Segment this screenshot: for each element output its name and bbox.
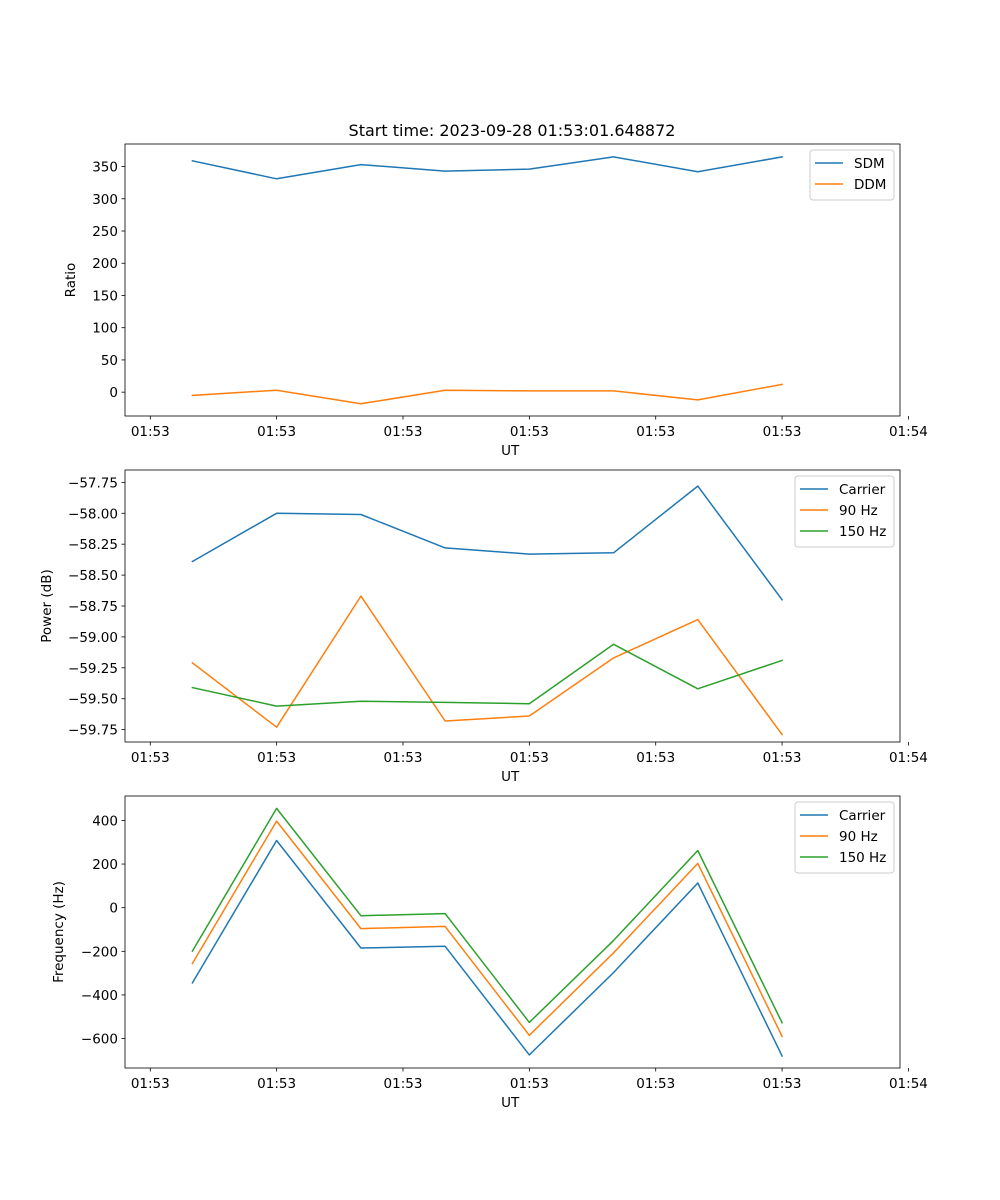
chart-0-series-sdm-line (191, 156, 783, 180)
chart-2-y-axis-label: Frequency (Hz) (51, 881, 67, 983)
chart-0-legend-label-0: SDM (854, 156, 885, 172)
figure-title: Start time: 2023-09-28 01:53:01.648872 (349, 121, 676, 140)
chart-1-y-tick-label-7: −59.50 (68, 692, 118, 708)
chart-0-x-tick-label-3: 01:53 (510, 424, 549, 440)
chart-1-x-tick-label-4: 01:53 (636, 750, 675, 766)
chart-1-x-tick-label-0: 01:53 (131, 750, 170, 766)
chart-2-y-tick-label-4: 200 (92, 857, 118, 873)
chart-1-axes-frame (124, 469, 901, 743)
chart-1-y-tick-label-1: −58.00 (68, 506, 118, 522)
chart-1-y-tick-label-4: −58.75 (68, 599, 118, 615)
chart-1-y-tick-label-5: −59.00 (68, 630, 118, 646)
chart-2-series-150-hz-line (191, 807, 784, 1024)
chart-1-y-tick-label-3: −58.50 (68, 568, 118, 584)
chart-2-legend-box (794, 801, 895, 874)
chart-2-axes-frame (124, 795, 901, 1069)
frequency-panel: 01:53 01:53 01:53 01:53 01:53 01:53 01:54 −600 −… (51, 795, 928, 1111)
chart-2-legend-label-0: Carrier (839, 808, 886, 824)
chart-2-y-tick-label-0: −600 (81, 1032, 118, 1048)
chart-2-y-tick-label-1: −400 (81, 988, 118, 1004)
chart-2-y-tick-label-5: 400 (92, 813, 118, 829)
chart-0-y-tick-label-5: 250 (92, 224, 118, 240)
chart-1-x-axis-label: UT (501, 769, 520, 785)
chart-1-y-tick-label-2: −58.25 (68, 537, 118, 553)
chart-1-x-tick-label-3: 01:53 (510, 750, 549, 766)
chart-1-legend-label-2: 150 Hz (839, 524, 886, 540)
chart-0-y-tick-label-0: 0 (109, 385, 118, 401)
chart-0-x-tick-label-4: 01:53 (636, 424, 675, 440)
chart-0-y-tick-label-1: 50 (101, 353, 118, 369)
chart-0-x-tick-label-6: 01:54 (889, 424, 928, 440)
chart-2-series-carrier-line (191, 839, 784, 1058)
chart-2-legend-label-2: 150 Hz (839, 850, 886, 866)
chart-0-legend-label-1: DDM (854, 177, 886, 193)
chart-1-x-tick-label-1: 01:53 (257, 750, 296, 766)
chart-1-x-tick-label-5: 01:53 (763, 750, 802, 766)
chart-1-series-carrier-line (191, 485, 784, 601)
chart-0-x-tick-label-0: 01:53 (131, 424, 170, 440)
chart-2-x-tick-label-4: 01:53 (636, 1076, 675, 1092)
chart-0-x-tick-label-5: 01:53 (763, 424, 802, 440)
chart-1-y-tick-label-8: −59.75 (68, 723, 118, 739)
chart-0-y-tick-label-4: 200 (92, 256, 118, 272)
chart-1-y-tick-label-0: −57.75 (68, 475, 118, 491)
chart-0-x-tick-label-1: 01:53 (257, 424, 296, 440)
chart-1-legend-label-0: Carrier (839, 482, 886, 498)
chart-2-x-tick-label-2: 01:53 (384, 1076, 423, 1092)
chart-0-y-tick-label-6: 300 (92, 192, 118, 208)
chart-2-x-tick-label-3: 01:53 (510, 1076, 549, 1092)
chart-2-legend-label-1: 90 Hz (839, 829, 878, 845)
chart-2-y-tick-label-3: 0 (109, 901, 118, 917)
chart-1-legend-box (794, 475, 895, 548)
ratio-panel: 01:53 01:53 01:53 01:53 01:53 01:53 01:54 0 50 10… (63, 143, 928, 459)
chart-0-axes-frame (124, 143, 901, 417)
chart-1-x-tick-label-2: 01:53 (384, 750, 423, 766)
chart-2-x-tick-label-1: 01:53 (257, 1076, 296, 1092)
chart-1-x-tick-label-6: 01:54 (889, 750, 928, 766)
chart-2-x-tick-label-6: 01:54 (889, 1076, 928, 1092)
chart-0-y-tick-label-2: 100 (92, 321, 118, 337)
chart-2-x-tick-label-5: 01:53 (763, 1076, 802, 1092)
chart-2-x-tick-label-0: 01:53 (131, 1076, 170, 1092)
power-panel: 01:53 01:53 01:53 01:53 01:53 01:53 01:54 −57.7… (39, 469, 928, 785)
chart-0-y-tick-label-3: 150 (92, 288, 118, 304)
chart-1-series-150-hz-line (191, 643, 784, 707)
chart-2-series-90-hz-line (191, 820, 784, 1038)
chart-0-x-axis-label: UT (501, 443, 520, 459)
chart-1-y-axis-label: Power (dB) (39, 569, 55, 642)
chart-0-x-tick-label-2: 01:53 (384, 424, 423, 440)
chart-1-y-tick-label-6: −59.25 (68, 661, 118, 677)
chart-0-y-axis-label: Ratio (63, 263, 79, 298)
chart-0-y-tick-label-7: 350 (92, 160, 118, 176)
chart-1-series-90-hz-line (191, 595, 784, 736)
chart-2-y-tick-label-2: −200 (81, 944, 118, 960)
chart-0-series-ddm-line (191, 383, 783, 405)
chart-1-legend-label-1: 90 Hz (839, 503, 878, 519)
chart-2-x-axis-label: UT (501, 1095, 520, 1111)
